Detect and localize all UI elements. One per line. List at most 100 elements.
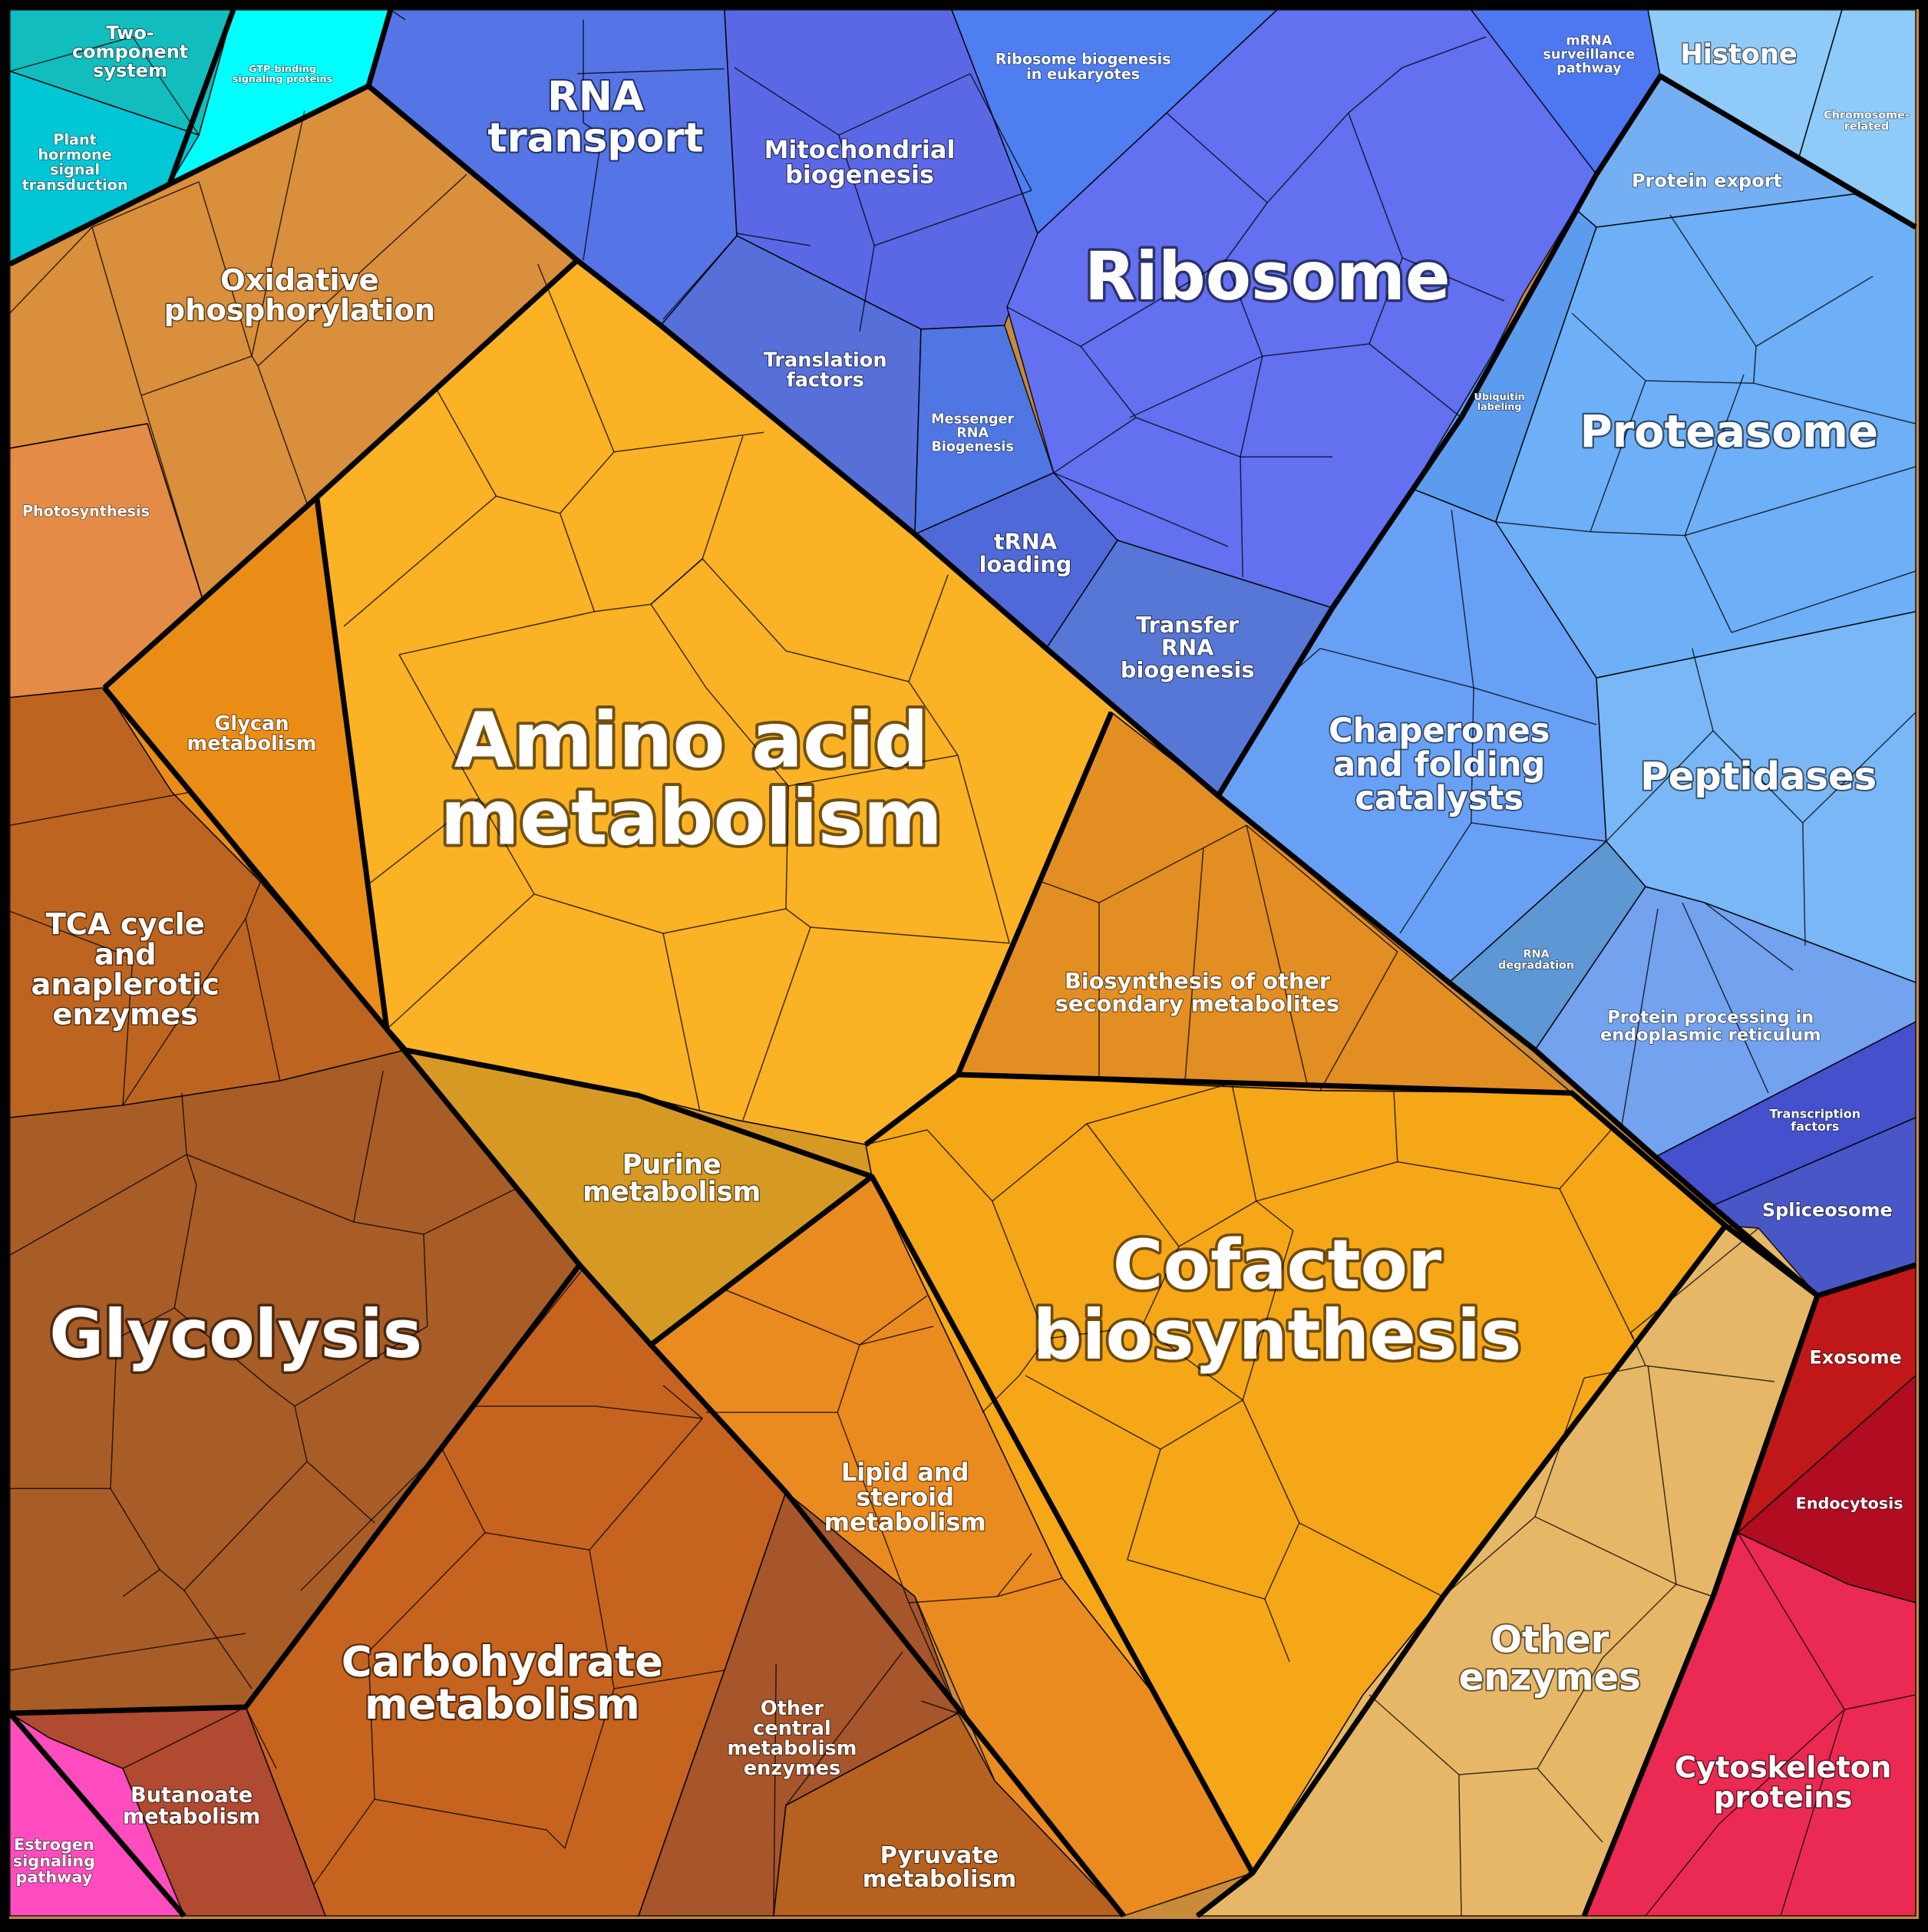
subcell-divider (837, 1344, 860, 1413)
subcell-divider (245, 918, 281, 1082)
subcell-divider (1401, 36, 1487, 68)
subcell-divider (595, 1405, 703, 1419)
subcell-divider (353, 1071, 384, 1223)
subcell-divider (9, 36, 134, 72)
subcell-divider (183, 1590, 253, 1689)
subcell-divider (251, 110, 305, 357)
subcell-divider (1319, 648, 1474, 689)
label-transcription-factors: Transcription factors (1770, 1107, 1861, 1134)
label-other-central: Other central metabolism enzymes (728, 1697, 857, 1780)
subcell-divider (91, 226, 142, 396)
label-cytoskeleton: Cytoskeleton proteins (1675, 1751, 1892, 1815)
subcell-divider (122, 1706, 246, 1769)
label-ribosome: Ribosome (1084, 239, 1451, 315)
label-other-enzymes: Other enzymes (1459, 1618, 1641, 1699)
subcell-divider (1127, 1448, 1161, 1560)
subcell-divider (1718, 1709, 1845, 1825)
subcell-divider (650, 558, 703, 605)
subcell-divider (1242, 1399, 1300, 1524)
subcell-divider (734, 67, 840, 136)
subcell-divider (537, 263, 615, 453)
subcell-divider (122, 957, 134, 1106)
subcell-divider (1780, 1709, 1845, 1917)
label-photosynthesis: Photosynthesis (22, 502, 150, 520)
subcell-divider (873, 190, 1032, 246)
subcell-divider (496, 495, 560, 514)
subcell-divider (1080, 345, 1137, 418)
subcell-divider (312, 1798, 375, 1886)
subcell-divider (1368, 343, 1462, 418)
subcell-divider (181, 1092, 187, 1155)
subcell-divider (662, 908, 787, 934)
subcell-divider (9, 423, 148, 449)
subcell-divider (576, 68, 725, 74)
label-purine: Purine metabolism (583, 1149, 761, 1208)
subcell-divider (837, 1412, 910, 1603)
subcell-divider (398, 611, 595, 656)
subcell-divider (1240, 355, 1263, 457)
subcell-divider (1225, 259, 1263, 357)
subcell-divider (269, 1387, 295, 1407)
subcell-divider (613, 1669, 725, 1689)
group-border (577, 1263, 1126, 1918)
subcell-divider (1393, 1090, 1398, 1162)
subcell-divider (1537, 1768, 1603, 1843)
subcell-divider (705, 687, 789, 787)
label-pyruvate: Pyruvate metabolism (863, 1842, 1017, 1893)
label-tca: TCA cycle and anaplerotic enzymes (31, 907, 219, 1032)
subcell-divider (560, 451, 615, 514)
subcell-divider (702, 435, 744, 560)
subcell-divider (368, 1532, 486, 1653)
subcell-divider (245, 1706, 277, 1769)
subcell-divider (343, 495, 497, 627)
subcell-divider (1458, 1774, 1462, 1917)
subcell-divider (1669, 214, 1757, 347)
subcell-divider (1590, 531, 1685, 537)
subcell-divider (423, 1188, 517, 1235)
subcell-divider (742, 926, 811, 1121)
subcell-divider (116, 1307, 175, 1339)
subcell-divider (1166, 112, 1268, 203)
subcell-divider (583, 122, 602, 136)
subcell-divider (1682, 902, 1769, 1094)
subcell-divider (589, 1550, 615, 1689)
subcell-divider (140, 355, 253, 396)
subcell-divider (865, 1129, 928, 1145)
label-carbohydrate: Carbohydrate metabolism (342, 1637, 663, 1729)
subcell-divider (702, 558, 787, 652)
label-exosome: Exosome (1809, 1346, 1901, 1368)
subcell-divider (1473, 687, 1597, 725)
subcell-divider (441, 1448, 486, 1534)
subcell-divider (1684, 374, 1745, 536)
subcell-divider (838, 73, 971, 136)
subcell-divider (374, 1798, 547, 1831)
subcell-divider (9, 1154, 187, 1256)
subcell-divider (1046, 1326, 1143, 1339)
cell-pyruvate (773, 1712, 1125, 1917)
subcell-divider (1471, 822, 1606, 842)
subcell-divider (9, 791, 191, 826)
group-border (649, 1174, 1256, 1918)
subcell-divider (1086, 1123, 1180, 1247)
subcell-divider (9, 1633, 246, 1671)
subcell-divider (926, 1129, 993, 1202)
subcell-divider (110, 1488, 160, 1570)
label-two-component: Two-component system (72, 22, 188, 81)
subcell-divider (810, 926, 1010, 944)
subcell-divider (1537, 1657, 1603, 1769)
subcell-divider (982, 1375, 1020, 1413)
subcell-divider (1401, 257, 1505, 302)
label-gtp-binding: GTP-binding signaling proteins (233, 64, 333, 85)
subcell-divider (1755, 276, 1874, 347)
subcell-divider (1256, 1200, 1294, 1231)
subcell-divider (785, 785, 789, 910)
subcell-divider (140, 395, 203, 600)
subcell-divider (1559, 1129, 1612, 1190)
label-proteasome: Proteasome (1580, 406, 1879, 457)
subcell-divider (1602, 1584, 1677, 1659)
subcell-divider (1645, 1823, 1720, 1917)
subcell-divider (1368, 1694, 1460, 1775)
label-endocytosis: Endocytosis (1796, 1494, 1903, 1513)
label-rna-transport: RNA transport (487, 74, 703, 162)
